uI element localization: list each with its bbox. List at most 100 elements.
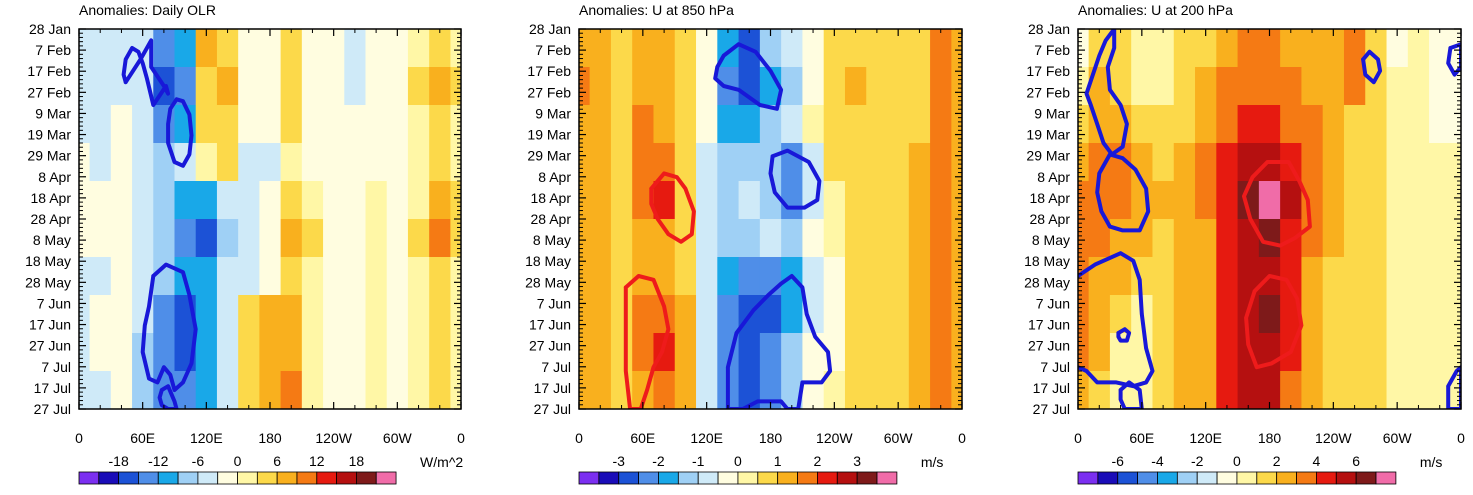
heatmap-cell bbox=[610, 219, 633, 258]
heatmap-cell bbox=[1450, 333, 1461, 372]
heatmap-cell bbox=[823, 371, 846, 409]
heatmap-cell bbox=[1386, 219, 1409, 258]
heatmap-cell bbox=[610, 67, 633, 106]
heatmap-cell bbox=[280, 371, 303, 409]
heatmap-cell bbox=[653, 371, 676, 409]
heatmap-cell bbox=[132, 181, 154, 220]
colorbar-swatch bbox=[118, 471, 139, 485]
heatmap-cell bbox=[216, 143, 239, 182]
heatmap-cell bbox=[216, 67, 239, 106]
heatmap-cell bbox=[323, 219, 345, 258]
heatmap-cell bbox=[79, 105, 91, 144]
heatmap-cell bbox=[344, 143, 367, 182]
y-tick-label: 18 May bbox=[525, 253, 571, 269]
heatmap-cell bbox=[1365, 295, 1388, 334]
heatmap-cell bbox=[1109, 333, 1132, 372]
panel-2: Anomalies: U at 850 hPa 28 Jan 7 Feb 17 Feb… bbox=[525, 2, 966, 485]
heatmap-cell bbox=[386, 67, 409, 106]
y-tick-label: 29 Mar bbox=[1026, 148, 1070, 164]
heatmap-cell bbox=[280, 29, 303, 68]
heatmap-cell bbox=[887, 143, 910, 182]
colorbar-units: m/s bbox=[1420, 454, 1443, 470]
heatmap-cell bbox=[1173, 143, 1196, 182]
heatmap-cell bbox=[259, 181, 282, 220]
heatmap-cell bbox=[79, 257, 91, 296]
colorbar-swatch bbox=[856, 471, 878, 485]
colorbar-tick-label: 12 bbox=[309, 453, 325, 469]
heatmap-cell bbox=[110, 295, 133, 334]
heatmap-cell bbox=[323, 181, 345, 220]
colorbar-swatch bbox=[618, 471, 640, 485]
heatmap-cell bbox=[1386, 257, 1409, 296]
heatmap-cell bbox=[696, 105, 718, 144]
heatmap-cell bbox=[844, 181, 867, 220]
colorbar-swatch bbox=[1375, 471, 1397, 485]
heatmap-cell bbox=[89, 371, 112, 409]
heatmap-cell bbox=[195, 257, 218, 296]
colorbar-swatch bbox=[817, 471, 838, 485]
heatmap-cell bbox=[216, 295, 239, 334]
heatmap-cell bbox=[407, 333, 430, 372]
negative-contour bbox=[166, 97, 194, 168]
heatmap-cell bbox=[930, 29, 952, 68]
heatmap-cell bbox=[238, 371, 260, 409]
heatmap-cell bbox=[1301, 219, 1324, 258]
heatmap-cell bbox=[653, 67, 676, 106]
y-tick-label: 27 Jun bbox=[1028, 338, 1070, 354]
heatmap-cell bbox=[632, 29, 655, 68]
colorbar-swatch bbox=[1077, 471, 1099, 485]
x-tick-label: 60E bbox=[130, 430, 155, 446]
heatmap-cell bbox=[589, 143, 612, 182]
heatmap-cell bbox=[1109, 67, 1132, 106]
heatmap-cell bbox=[1450, 105, 1461, 144]
heatmap-cell bbox=[1280, 67, 1303, 106]
colorbar-swatch bbox=[157, 471, 179, 485]
heatmap-cell bbox=[1152, 67, 1175, 106]
colorbar-swatch bbox=[717, 471, 739, 485]
heatmap-cell bbox=[280, 105, 303, 144]
heatmap-cell bbox=[887, 333, 910, 372]
x-tick-label: 60W bbox=[884, 430, 914, 446]
heatmap-cell bbox=[951, 295, 962, 334]
heatmap-cell bbox=[823, 143, 846, 182]
heatmap-cell bbox=[301, 143, 324, 182]
y-tick-label: 28 May bbox=[525, 274, 571, 290]
heatmap-cell bbox=[589, 295, 612, 334]
y-tick-label: 17 Jun bbox=[529, 317, 571, 333]
heatmap-cell bbox=[450, 257, 461, 296]
colorbar-swatch bbox=[737, 471, 759, 485]
heatmap-cell bbox=[930, 371, 952, 409]
heatmap-cell bbox=[1407, 257, 1430, 296]
y-tick-label: 17 Feb bbox=[527, 63, 571, 79]
heatmap-cell bbox=[930, 143, 952, 182]
heatmap-cell bbox=[195, 67, 218, 106]
heatmap-cell bbox=[951, 257, 962, 296]
heatmap-cell bbox=[1078, 295, 1090, 334]
heatmap-cell bbox=[1078, 257, 1090, 296]
heatmap-cell bbox=[1343, 257, 1366, 296]
heatmap-cell bbox=[238, 67, 260, 106]
positive-contour bbox=[1242, 160, 1312, 248]
heatmap-cell bbox=[1343, 105, 1366, 144]
x-tick-label: 60E bbox=[630, 430, 655, 446]
heatmap-cell bbox=[1343, 333, 1366, 372]
heatmap-cell bbox=[717, 257, 740, 296]
heatmap-cell bbox=[1386, 295, 1409, 334]
heatmap-cell bbox=[738, 257, 761, 296]
heatmap-cell bbox=[738, 219, 761, 258]
y-tick-label: 17 Jul bbox=[34, 380, 71, 396]
y-tick-label: 8 Apr bbox=[1037, 169, 1070, 185]
heatmap-cell bbox=[153, 333, 176, 372]
heatmap-cell bbox=[238, 29, 260, 68]
heatmap-cell bbox=[1173, 371, 1196, 409]
heatmap-cell bbox=[887, 105, 910, 144]
colorbar-swatch bbox=[1316, 471, 1337, 485]
heatmap-cell bbox=[259, 295, 282, 334]
heatmap-cell bbox=[1195, 219, 1217, 258]
heatmap-cell bbox=[1173, 67, 1196, 106]
heatmap-cell bbox=[930, 219, 952, 258]
heatmap-cell bbox=[132, 257, 154, 296]
heatmap-cell bbox=[844, 333, 867, 372]
heatmap-cell bbox=[1365, 181, 1388, 220]
heatmap-cell bbox=[1280, 105, 1303, 144]
